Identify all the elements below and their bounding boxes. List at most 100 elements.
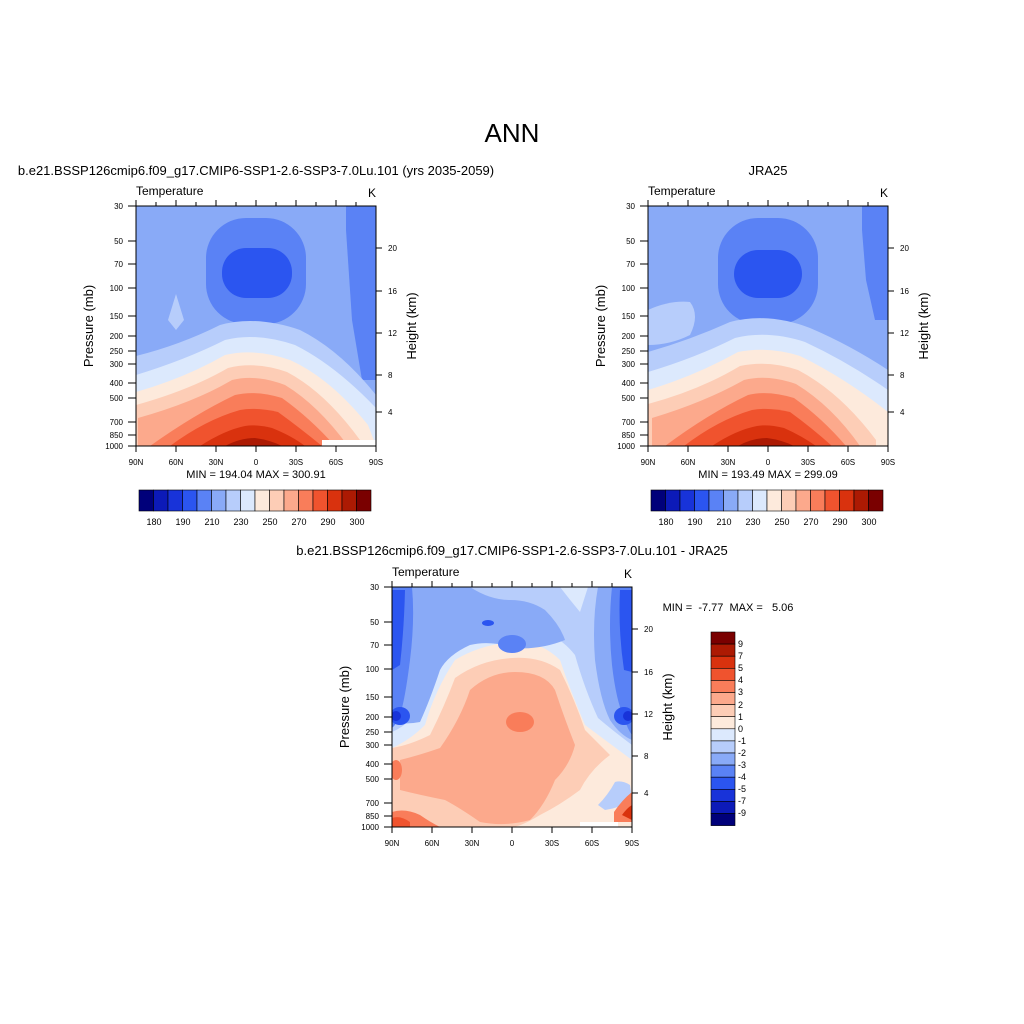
y-tick-label: 70	[626, 260, 635, 269]
colorbar-swatch	[167, 489, 183, 512]
colorbar-swatch	[795, 489, 811, 512]
x-tick-label: 90N	[129, 458, 144, 467]
contour-field	[392, 587, 632, 827]
colorbar-label: 210	[716, 517, 731, 527]
y-tick-label: 30	[114, 202, 123, 211]
y-tick-label: 150	[366, 693, 380, 702]
colorbar-label: -9	[738, 808, 746, 818]
x-ticks: 90N 60N 30N 0 30S 60S 90S	[129, 200, 383, 467]
y-tick-label: 30	[626, 202, 635, 211]
units-label: K	[880, 186, 888, 200]
y-tick-label: 50	[114, 237, 123, 246]
colorbar-swatch	[710, 764, 736, 778]
y-tick-label: 300	[110, 360, 124, 369]
colorbar-swatch	[766, 489, 782, 512]
colorbar-swatch	[723, 489, 739, 512]
x-tick-label: 60S	[841, 458, 855, 467]
colorbar-swatch	[710, 801, 736, 814]
level-3-4	[392, 760, 402, 780]
y-tick-marks	[384, 586, 392, 828]
colorbar-swatch	[710, 655, 736, 669]
level-200	[222, 248, 292, 298]
colorbar-vertical: 9 7 5 4 3 2 1 0 -1 -2 -3 -4 -5 -7 -9	[710, 631, 746, 826]
colorbar-label: 180	[146, 517, 161, 527]
colorbar-label: -5	[738, 784, 746, 794]
colorbar-swatch	[225, 489, 241, 512]
level-295	[200, 425, 305, 446]
x-tick-label: 90S	[625, 839, 639, 848]
colorbar-label: -7	[738, 796, 746, 806]
x-ticks: 90N 60N 30N 0 30S 60S 90S	[385, 581, 639, 848]
colorbar-label: 5	[738, 663, 743, 673]
y-tick-label: 300	[366, 741, 380, 750]
level-240	[648, 301, 695, 345]
y2-axis-label: Height (km)	[404, 292, 419, 359]
x-tick-label: 30N	[209, 458, 224, 467]
level-300	[738, 438, 794, 446]
x-ticks: 90N 60N 30N 0 30S 60S 90S	[641, 200, 895, 467]
level-240	[168, 294, 184, 330]
x-tick-label: 0	[510, 839, 515, 848]
level-210	[346, 206, 376, 380]
colorbar-swatch	[240, 489, 256, 512]
colorbar-swatch	[269, 489, 285, 512]
colorbar-swatch	[752, 489, 768, 512]
colorbar-label: 9	[738, 639, 743, 649]
stats-label: MIN = 193.49 MAX = 299.09	[698, 469, 837, 481]
colorbar-label: 290	[320, 517, 335, 527]
x-tick-label: 90N	[385, 839, 400, 848]
colorbar-swatch	[853, 489, 869, 512]
left-string: Temperature	[136, 184, 204, 198]
y2-tick-label: 4	[388, 408, 393, 417]
colorbar-swatch	[254, 489, 270, 512]
colorbar-swatch	[710, 716, 736, 730]
panel-title: b.e21.BSSP126cmip6.f09_g17.CMIP6-SSP1-2.…	[296, 543, 727, 558]
colorbar-swatch	[679, 489, 695, 512]
colorbar-swatch	[710, 667, 736, 681]
y2-axis-label: Height (km)	[916, 292, 931, 359]
y2-tick-label: 4	[644, 789, 649, 798]
y-tick-label: 850	[622, 431, 636, 440]
y-tick-label: 1000	[105, 442, 123, 451]
y-tick-label: 250	[110, 347, 124, 356]
x-tick-label: 60S	[585, 839, 599, 848]
x-tick-label: 30N	[465, 839, 480, 848]
colorbar-label: 7	[738, 651, 743, 661]
y-tick-label: 150	[622, 312, 636, 321]
left-string: Temperature	[648, 184, 716, 198]
colorbar-swatch	[810, 489, 826, 512]
y-tick-label: 50	[370, 618, 379, 627]
colorbar-swatch	[710, 631, 736, 645]
colorbar-swatch	[710, 643, 736, 657]
y-tick-marks	[640, 205, 648, 447]
panel-difference: b.e21.BSSP126cmip6.f09_g17.CMIP6-SSP1-2.…	[296, 543, 793, 848]
colorbar-label: 250	[774, 517, 789, 527]
y-tick-label: 70	[114, 260, 123, 269]
y-tick-label: 700	[622, 418, 636, 427]
y2-tick-marks	[632, 628, 638, 794]
panel-title: b.e21.BSSP126cmip6.f09_g17.CMIP6-SSP1-2.…	[18, 163, 494, 178]
y-tick-label: 500	[366, 775, 380, 784]
x-tick-label: 60N	[425, 839, 440, 848]
level-210	[862, 206, 888, 320]
y2-tick-label: 12	[900, 329, 909, 338]
colorbar-swatches	[650, 489, 884, 512]
colorbar-label: -2	[738, 748, 746, 758]
colorbar-swatch	[341, 489, 357, 512]
x-tick-label: 0	[766, 458, 771, 467]
colorbar-swatch	[710, 692, 736, 705]
colorbar-swatch	[283, 489, 299, 512]
y-tick-label: 200	[622, 332, 636, 341]
y2-tick-label: 4	[900, 408, 905, 417]
y-axis-label: Pressure (mb)	[593, 285, 608, 367]
y-tick-label: 500	[622, 394, 636, 403]
level-neg7-neg5	[392, 711, 401, 721]
y-tick-label: 1000	[361, 823, 379, 832]
colorbar-label: 250	[262, 517, 277, 527]
colorbar-swatch	[868, 489, 884, 512]
x-tick-label: 30N	[721, 458, 736, 467]
y2-axis-label: Height (km)	[660, 673, 675, 740]
y-tick-label: 400	[622, 379, 636, 388]
y-tick-label: 1000	[617, 442, 635, 451]
colorbar-label: 180	[658, 517, 673, 527]
